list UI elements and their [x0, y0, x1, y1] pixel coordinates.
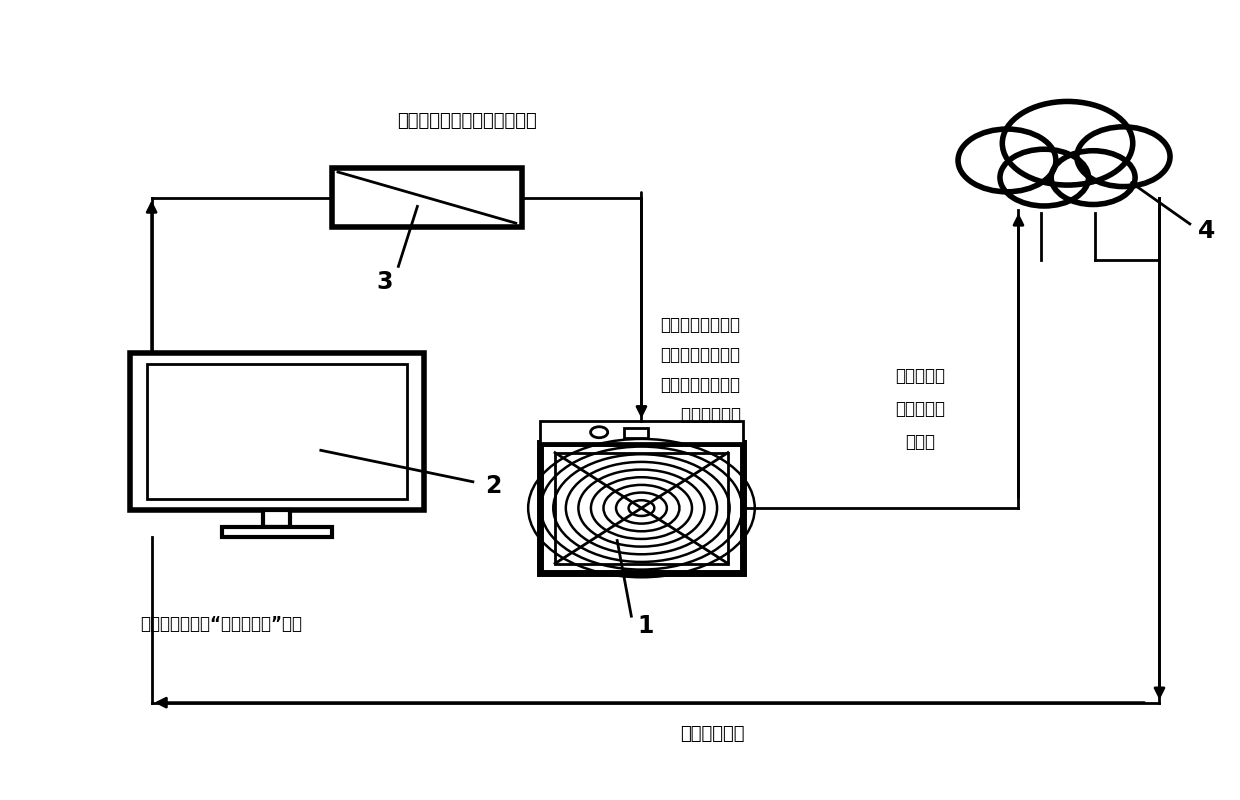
Text: 2: 2: [485, 474, 501, 498]
Bar: [332, 168, 522, 227]
Bar: [541, 422, 743, 443]
Text: 服务器: 服务器: [905, 434, 935, 451]
Text: 置发送给矿机: 置发送给矿机: [658, 406, 742, 424]
Bar: [146, 364, 407, 499]
Text: 4: 4: [1198, 219, 1215, 243]
Text: 架，将目标矿池配: 架，将目标矿池配: [660, 376, 740, 394]
Text: 3: 3: [377, 270, 393, 294]
Circle shape: [1002, 102, 1133, 185]
Text: 管理系统上开启“上架即挖矿”任务: 管理系统上开启“上架即挖矿”任务: [140, 615, 303, 633]
Text: 然后将结果: 然后将结果: [895, 367, 945, 386]
Bar: [222, 527, 332, 537]
Bar: [624, 427, 649, 438]
Text: 监听到新矿机的上: 监听到新矿机的上: [660, 346, 740, 364]
Bar: [541, 443, 743, 573]
Text: 发送修改结果: 发送修改结果: [680, 725, 744, 743]
Text: 任务发送到企业级监控服务器: 任务发送到企业级监控服务器: [397, 112, 537, 130]
Bar: [556, 453, 728, 563]
Bar: [263, 510, 290, 527]
Text: 企业级监控服务器: 企业级监控服务器: [660, 316, 740, 334]
Text: 上报到云端: 上报到云端: [895, 401, 945, 418]
Circle shape: [1076, 127, 1171, 186]
Bar: [129, 353, 424, 510]
Circle shape: [999, 150, 1089, 206]
Circle shape: [1052, 150, 1135, 205]
Text: 1: 1: [637, 614, 653, 638]
Circle shape: [959, 129, 1056, 192]
